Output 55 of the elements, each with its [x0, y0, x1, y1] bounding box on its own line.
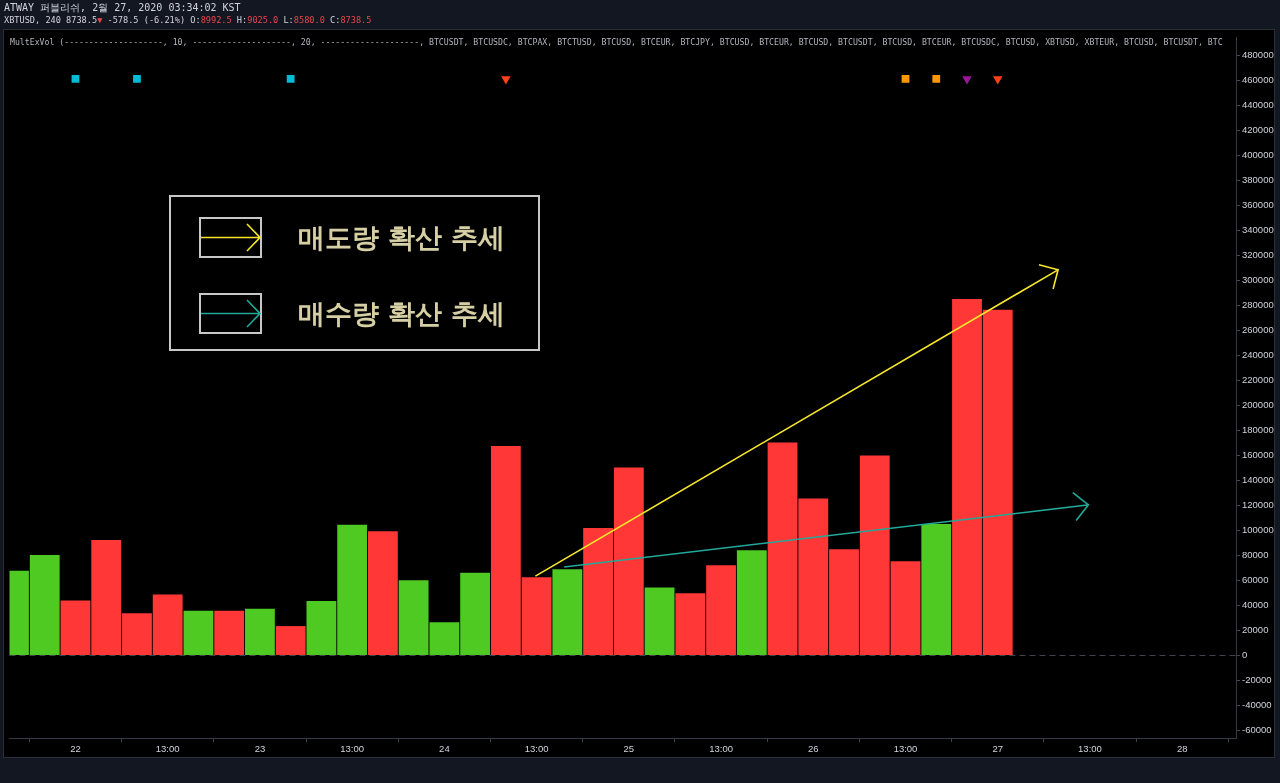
bar: [921, 524, 952, 655]
x-tick-label: 23: [254, 743, 266, 755]
y-tick-label: 360000: [1242, 198, 1274, 210]
y-tick-label: -60000: [1242, 724, 1272, 736]
y-tick-label: 280000: [1242, 298, 1274, 310]
x-tick-label: 13:00: [524, 743, 549, 755]
y-tick-label: 120000: [1242, 499, 1274, 511]
y-tick-label: 200000: [1242, 398, 1274, 410]
y-tick-label: 20000: [1242, 624, 1269, 636]
x-tick-label: 13:00: [340, 743, 365, 755]
y-tick-label: 440000: [1242, 98, 1274, 110]
y-tick-label: 460000: [1242, 73, 1274, 85]
annotation: MultExVol (--------------------, 10, --------------------, 20, --------------------, BTCUSDT, BTCUSDC, BTCPAX, BTCTUSD, BTCUSD, BTCEUR, BTCJPY, BTCUSD, BTCEUR, BTCUSD, BTCUSDT, BTCUSD, BTCEUR, BTCUSDC, BTCUSD, XBTUSD, XBTEUR, BTCUSD, BTCUSDT, BTC: [10, 37, 1223, 47]
annotation: 매수량 확산 추세: [297, 296, 506, 331]
bar: [367, 531, 398, 655]
y-tick-label: 100000: [1242, 524, 1274, 536]
y-tick-label: 340000: [1242, 223, 1274, 235]
y-tick-label: 300000: [1242, 273, 1274, 285]
y-tick-label: 160000: [1242, 449, 1274, 460]
y-tick-label: 180000: [1242, 423, 1274, 435]
y-tick-label: 240000: [1242, 348, 1274, 360]
bar: [275, 626, 306, 655]
x-tick-label: 13:00: [709, 743, 733, 755]
x-tick-label: 13:00: [155, 743, 180, 755]
bar: [736, 550, 767, 655]
y-tick-label: 420000: [1242, 123, 1274, 135]
bar: [245, 608, 275, 655]
bar: [644, 587, 675, 655]
text: XBTUSD, 240 8738.5▼ -578.5 (-6.21%) O:8992.5 H:9025.0 L:8580.0 C:8738.5: [4, 15, 372, 25]
y-tick-label: 320000: [1242, 248, 1274, 260]
chart-title: ATWAY 퍼블리쉬, 2월 27, 2020 03:34:02 KST: [4, 2, 241, 14]
y-tick-label: 80000: [1242, 549, 1269, 561]
y-tick-label: 400000: [1242, 148, 1274, 160]
y-tick-label: -40000: [1242, 699, 1272, 711]
x-tick-label: 13:00: [893, 743, 918, 755]
annotation: 매도량 확산 추세: [297, 220, 506, 255]
x-tick-label: 28: [1176, 743, 1188, 755]
y-tick-label: 140000: [1242, 474, 1274, 486]
x-tick-label: 26: [808, 743, 819, 755]
x-tick-label: 24: [439, 743, 450, 755]
x-tick-label: 25: [623, 743, 635, 755]
y-tick-label: 60000: [1242, 574, 1269, 586]
x-tick-label: 22: [70, 743, 81, 755]
y-tick-label: 40000: [1242, 599, 1269, 611]
bar: [552, 569, 583, 655]
x-tick-label: 27: [992, 743, 1004, 755]
y-tick-label: 480000: [1242, 48, 1274, 60]
y-tick-label: -20000: [1242, 674, 1272, 686]
bar: [214, 610, 245, 655]
y-tick-label: 0: [1242, 649, 1248, 661]
x-tick-label: 13:00: [1078, 743, 1102, 755]
y-tick-label: 220000: [1242, 373, 1274, 385]
y-tick-label: 380000: [1242, 173, 1274, 185]
y-tick-label: 260000: [1242, 323, 1274, 335]
bar: [183, 610, 214, 655]
